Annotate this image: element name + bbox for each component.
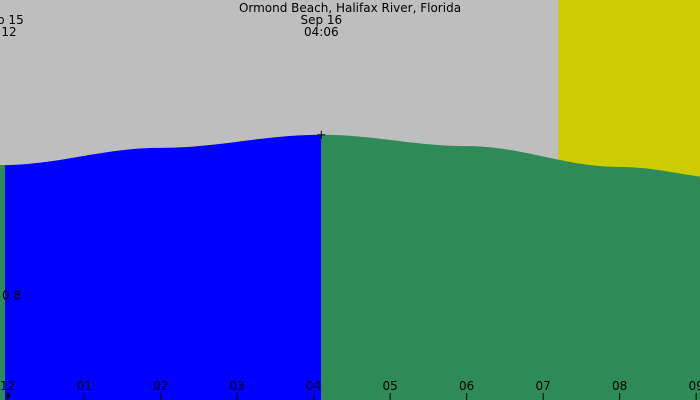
y-tick-label: 0.8: [2, 289, 21, 303]
tide-event-time: 04:06: [304, 25, 339, 39]
x-axis: 12 01 02 03 04 05 06 07 08 09: [0, 379, 700, 400]
x-tick-label: 01: [77, 379, 92, 393]
x-tick-label: 09: [689, 379, 700, 393]
falling-tide-area: [321, 134, 700, 400]
falling-tide-sliver: [0, 165, 5, 400]
rising-tide-area: [0, 134, 322, 400]
tide-event-date: Sep 15: [0, 13, 24, 27]
x-tick-label: 06: [459, 379, 474, 393]
x-tick-label: 02: [153, 379, 168, 393]
tide-event-date: Sep 16: [300, 13, 342, 27]
tide-areas: [0, 134, 700, 400]
x-tick-label: 03: [230, 379, 245, 393]
time-marker: [6, 393, 10, 398]
chart-title: Ormond Beach, Halifax River, Florida: [239, 1, 461, 15]
x-tick-label: 07: [536, 379, 551, 393]
x-tick-label: 05: [383, 379, 398, 393]
x-tick-label: 12: [0, 379, 15, 393]
tide-event-time: 23:12: [0, 25, 17, 39]
x-tick-label: 08: [612, 379, 627, 393]
overlays: 0.8Mrise12:29: [2, 289, 21, 303]
x-tick-label: 04: [306, 379, 321, 393]
